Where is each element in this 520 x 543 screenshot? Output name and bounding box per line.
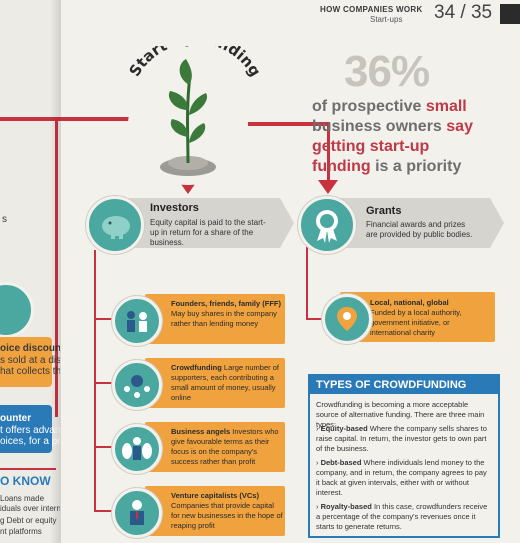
- seedling-icon: [128, 59, 248, 185]
- left-fragment: hat collects them: [0, 366, 60, 377]
- svg-text:Start-up funding: Start-up funding: [126, 46, 265, 80]
- connector-line: [94, 318, 112, 320]
- box-item: › Debt-based Where individuals lend mone…: [316, 458, 487, 497]
- grants-heading: Grants: [366, 205, 402, 217]
- connector-line: [94, 382, 112, 384]
- subsection-title: Start-ups: [370, 15, 403, 24]
- band-arrow: [490, 198, 504, 248]
- angel-icon: [112, 424, 162, 474]
- connector-line: [60, 117, 175, 121]
- left-fragment: nt platforms: [0, 527, 42, 536]
- box-item: › Equity-based Where the company sells s…: [316, 424, 487, 453]
- family-icon: [112, 296, 162, 346]
- page-title: Start-up funding: [126, 46, 265, 80]
- investors-heading: Investors: [150, 202, 199, 214]
- connector-line: [235, 122, 329, 126]
- stat-number: 36%: [344, 47, 430, 96]
- award-ribbon-icon: [298, 196, 356, 254]
- left-fragment: iduals over internet: [0, 504, 61, 513]
- crowd-icon: [112, 360, 162, 410]
- location-pin-icon: [322, 294, 372, 344]
- box-item: › Royalty-based In this case, crowdfunde…: [316, 502, 488, 531]
- grants-text: Financial awards and prizes are provided…: [366, 220, 473, 239]
- left-fragment: O KNOW: [0, 474, 51, 488]
- left-circle-icon: [0, 282, 34, 338]
- investor-item: Business angels Investors who give favou…: [145, 422, 285, 472]
- investor-item: Founders, friends, family (FFF) May buy …: [145, 294, 285, 344]
- left-fragment: s sold at a discount: [0, 355, 60, 366]
- book-gutter: [50, 0, 60, 543]
- arrow-down-icon: [318, 180, 338, 194]
- grant-spine: [306, 240, 308, 320]
- box-heading: TYPES OF CROWDFUNDING: [310, 376, 498, 394]
- left-fragment: Loans made: [0, 494, 45, 503]
- page-numbers: 34 / 35: [434, 2, 493, 23]
- left-divider: [0, 468, 56, 470]
- left-page: s oice discounting s sold at a discount …: [0, 0, 61, 543]
- left-red-line: [0, 117, 60, 121]
- corner-mark: [500, 4, 520, 24]
- investor-spine: [94, 250, 96, 512]
- stat-text: of prospective small business owners say…: [312, 98, 473, 175]
- left-blue-box: [0, 405, 52, 453]
- left-orange-box: [0, 337, 52, 387]
- left-fragment: ounter: [0, 413, 32, 424]
- investors-text: Equity capital is paid to the start-up i…: [150, 218, 266, 247]
- left-fragment: oices, for a profit: [0, 436, 60, 447]
- left-fragment: t offers advance: [0, 425, 60, 436]
- investor-item: Crowdfunding Large number of supporters,…: [145, 358, 285, 408]
- left-fragment: oice discounting: [0, 343, 60, 354]
- piggy-bank-icon: [86, 196, 144, 254]
- connector-line: [327, 122, 330, 182]
- connector-line: [94, 446, 112, 448]
- box-intro: Crowdfunding is becoming a more acceptab…: [316, 400, 485, 429]
- band-arrow: [280, 198, 294, 248]
- section-title: HOW COMPANIES WORK: [320, 5, 423, 14]
- connector-line: [306, 318, 322, 320]
- businessman-icon: [112, 488, 162, 538]
- left-fragment: g Debt or equity: [0, 516, 57, 525]
- crowdfunding-types-box: TYPES OF CROWDFUNDING Crowdfunding is be…: [308, 374, 500, 538]
- left-fragment: s: [2, 214, 7, 225]
- left-red-vline: [55, 117, 58, 417]
- investor-item: Venture capitalists (VCs) Companies that…: [145, 486, 285, 536]
- connector-line: [94, 510, 112, 512]
